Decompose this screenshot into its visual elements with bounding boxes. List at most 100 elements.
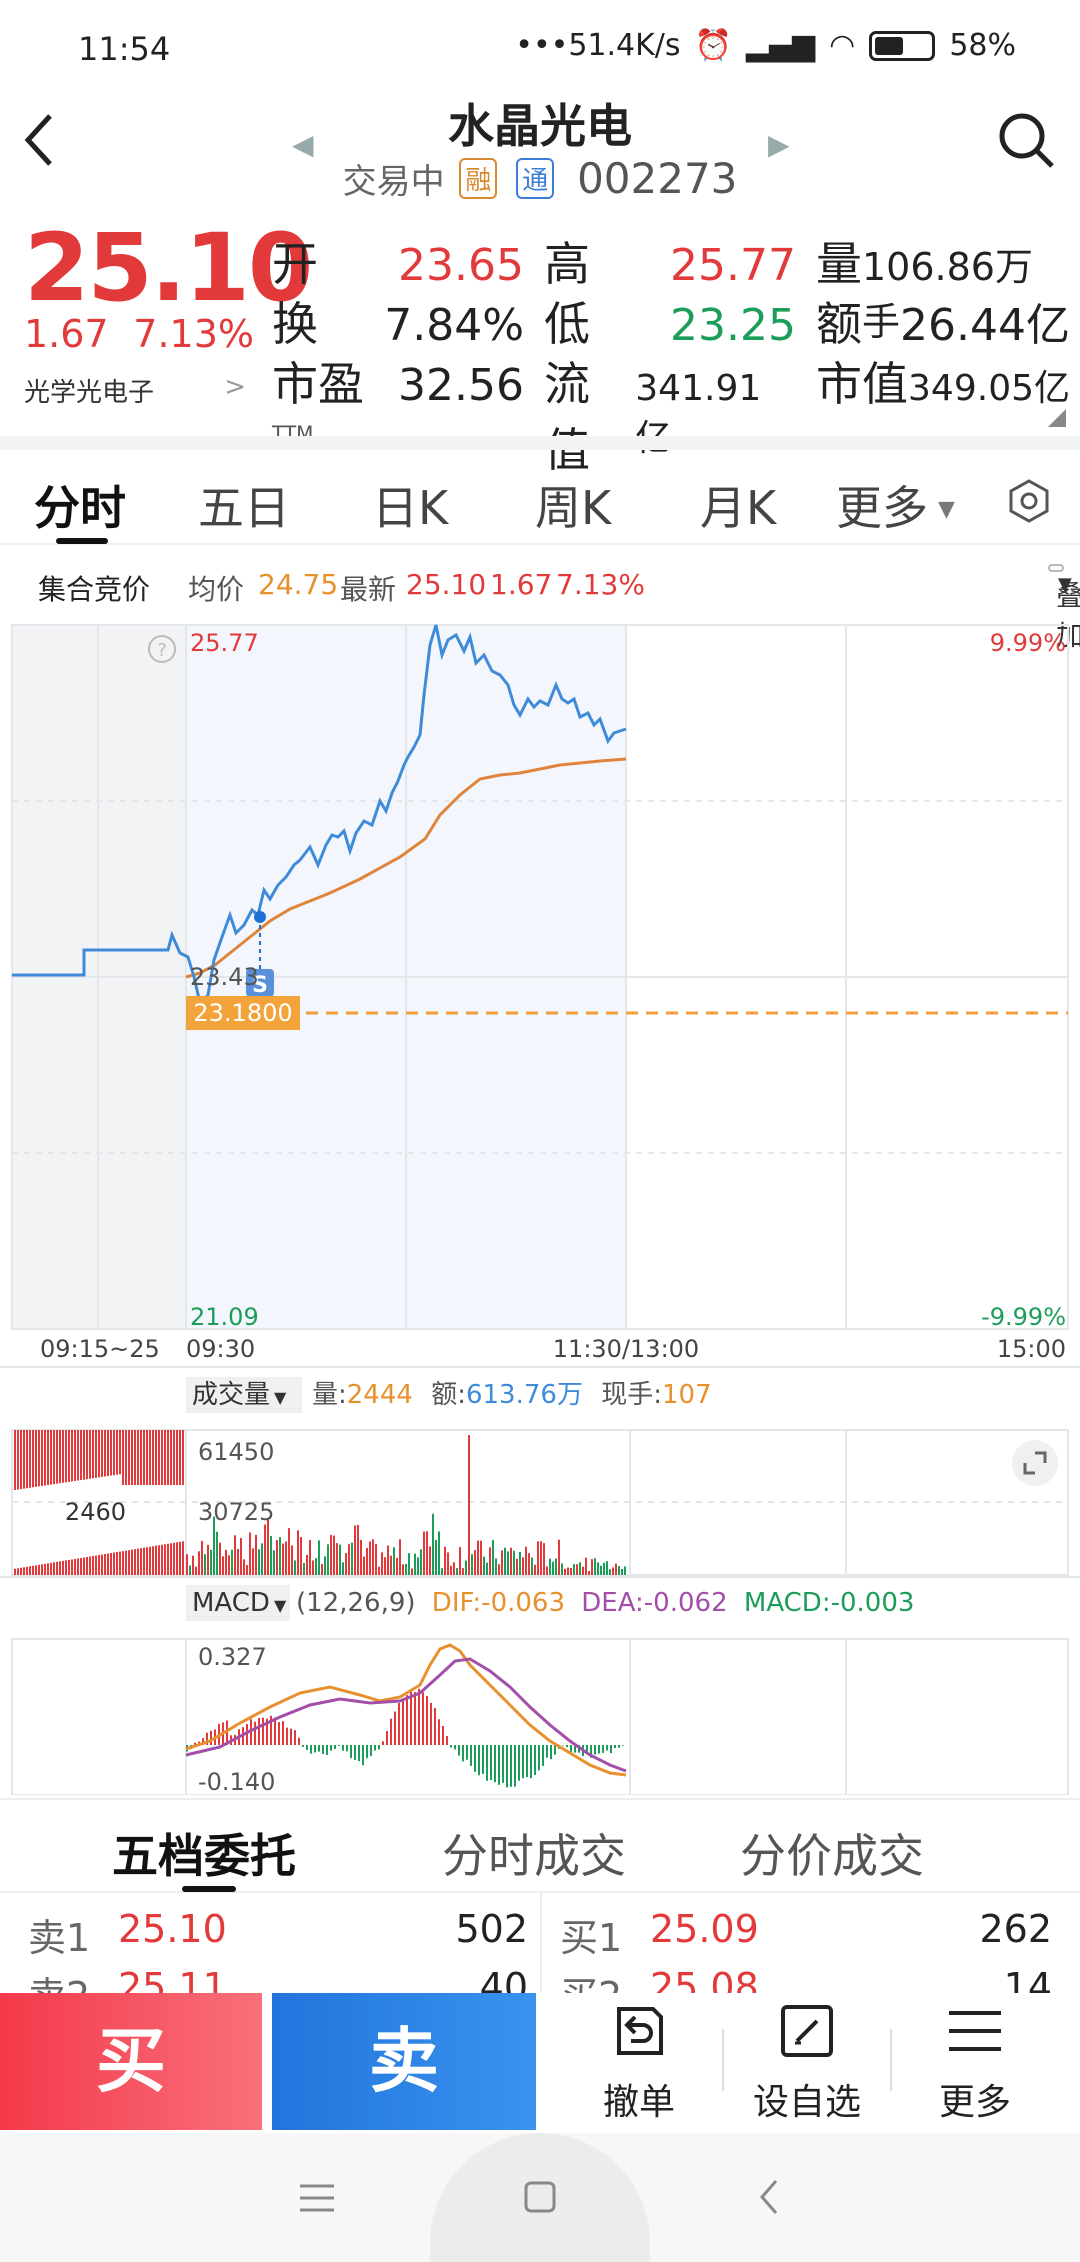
price-change: 1.67 7.13% — [24, 312, 254, 356]
volume-bar — [303, 1563, 305, 1575]
sell-button[interactable]: 卖 — [272, 1993, 536, 2130]
cancel-order-button[interactable]: 撤单 — [564, 1993, 714, 2130]
tab-daily-k[interactable]: 日K — [372, 481, 449, 535]
float-label: 流值 — [544, 357, 590, 477]
sell-marker — [246, 969, 274, 997]
volume-bar — [107, 1430, 109, 1477]
macd-bar — [374, 1745, 376, 1751]
volume-bar — [426, 1531, 428, 1575]
volume-bar — [501, 1550, 503, 1575]
macd-select-bg — [186, 1585, 290, 1621]
volume-bar — [143, 1547, 145, 1575]
volume-bar — [531, 1557, 533, 1575]
search-button[interactable] — [994, 108, 1064, 178]
volume-bar — [104, 1430, 106, 1477]
volume-bar — [315, 1558, 317, 1575]
home-icon[interactable] — [524, 2181, 556, 2213]
buy-button[interactable]: 买 — [0, 1993, 262, 2130]
buy-level-1[interactable]: 买1 25.09 262 — [560, 1907, 1052, 1960]
tab-five-day[interactable]: 五日 — [198, 481, 290, 535]
low-label: 低 — [544, 297, 590, 351]
tab-monthly-k[interactable]: 月K — [700, 481, 777, 535]
volume-bar — [225, 1549, 227, 1575]
stock-header: 水晶光电 ◀ ▶ 交易中 融 通 002273 — [0, 90, 1080, 210]
industry-link[interactable]: 光学光电子 > — [24, 372, 246, 409]
tab-intraday[interactable]: 分时 — [34, 481, 126, 535]
tab-more[interactable]: 更多 ▼ — [836, 481, 955, 535]
volume-bar — [429, 1546, 431, 1575]
nav-back-icon[interactable] — [758, 2179, 780, 2215]
volume-bar — [231, 1549, 233, 1575]
volume-bar — [53, 1430, 55, 1485]
volume-bar — [110, 1553, 112, 1575]
volume-bar — [95, 1555, 97, 1575]
y-bottom-label: 21.09 — [190, 1303, 259, 1331]
mcap-value: 349.05亿 — [908, 368, 1070, 409]
connect-tag: 通 — [516, 158, 555, 199]
volume-bar — [65, 1430, 67, 1483]
volume-bar — [216, 1531, 218, 1575]
volume-bar — [59, 1561, 61, 1575]
settings-hex-icon[interactable] — [1006, 478, 1052, 528]
recents-icon[interactable] — [300, 2183, 334, 2213]
volume-bar — [621, 1568, 623, 1575]
tab-price-trades[interactable]: 分价成交 — [740, 1829, 924, 1883]
macd-bar — [506, 1745, 508, 1788]
volume-bar — [273, 1550, 275, 1575]
macd-bar — [434, 1708, 436, 1745]
quote-panel: 25.10 1.67 7.13% 光学光电子 > 开 23.65 换 7.84%… — [0, 210, 1080, 477]
volume-bar — [62, 1560, 64, 1575]
volume-bar — [122, 1551, 124, 1575]
volume-bar — [345, 1553, 347, 1575]
volume-bar — [59, 1430, 61, 1484]
volume-bar — [131, 1430, 133, 1485]
stock-subtitle: 交易中 融 通 002273 — [0, 154, 1080, 203]
volume-bar — [158, 1430, 160, 1485]
macd-grid — [11, 1638, 1069, 1795]
macd-bar — [514, 1745, 516, 1787]
macd-bar — [330, 1745, 332, 1751]
volume-bar — [176, 1542, 178, 1575]
clock: 11:54 — [78, 30, 171, 68]
volume-bar — [372, 1539, 374, 1575]
volume-bar — [131, 1549, 133, 1575]
tab-five-level[interactable]: 五档委托 — [112, 1829, 296, 1883]
amount-cell: 额 26.44亿 — [816, 288, 1070, 354]
overlay-button[interactable]: 叠加 ▼ — [1048, 564, 1080, 652]
volume-bar — [369, 1541, 371, 1575]
net-speed: •••51.4K/s — [515, 28, 681, 63]
macd-bar — [194, 1742, 196, 1745]
volume-bar — [561, 1563, 563, 1575]
add-watchlist-button[interactable]: 设自选 — [732, 1993, 882, 2130]
volume-bar — [603, 1562, 605, 1575]
volume-bar — [558, 1539, 560, 1575]
sell-level-1[interactable]: 卖1 25.10 502 — [28, 1907, 528, 1960]
x-label-open: 09:30 — [186, 1335, 255, 1363]
volume-bar — [146, 1430, 148, 1485]
intraday-chart[interactable]: ? S 23.43 23.1800 25.77 21.09 9.99% -9.9… — [0, 615, 1080, 1795]
macd-bar — [554, 1745, 556, 1755]
more-actions-button[interactable]: 更多 — [900, 1993, 1050, 2130]
volume-bar — [149, 1546, 151, 1575]
volume-bar — [285, 1541, 287, 1575]
pct-bottom-label: -9.99% — [981, 1303, 1066, 1331]
next-stock-icon[interactable]: ▶ — [768, 128, 790, 161]
tab-tick-trades[interactable]: 分时成交 — [442, 1829, 626, 1883]
volume-bar — [306, 1554, 308, 1575]
volume-bar — [201, 1540, 203, 1575]
expand-corner-icon[interactable] — [1048, 409, 1066, 427]
back-button[interactable] — [20, 110, 80, 180]
volume-bar — [92, 1556, 94, 1575]
volume-bar — [32, 1430, 34, 1488]
volume-bar — [149, 1430, 151, 1485]
volume-bar — [95, 1430, 97, 1478]
tab-weekly-k[interactable]: 周K — [535, 481, 612, 535]
macd-bar — [458, 1745, 460, 1756]
prev-stock-icon[interactable]: ◀ — [292, 128, 314, 161]
volume-bar — [23, 1567, 25, 1575]
intraday-info-row: 集合竞价 均价 24.75 最新 25.10 1.67 7.13% 叠加 ▼ — [0, 560, 1080, 652]
volume-bar — [495, 1558, 497, 1575]
macd-bar — [494, 1745, 496, 1783]
macd-bar — [470, 1745, 472, 1766]
macd-bar — [358, 1745, 360, 1762]
